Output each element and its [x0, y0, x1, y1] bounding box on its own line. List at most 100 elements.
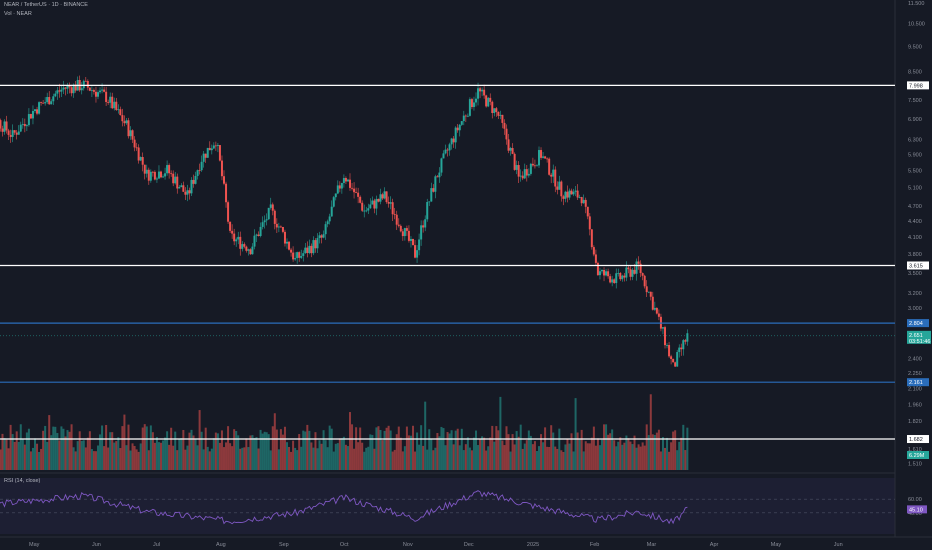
volume-bar: [554, 446, 557, 470]
volume-bar: [162, 440, 165, 470]
volume-bar: [434, 447, 437, 470]
price-tick-label: 4.400: [908, 219, 922, 225]
volume-bar: [251, 435, 254, 470]
volume-bar: [483, 437, 486, 470]
volume-bar: [623, 442, 626, 470]
volume-bar: [637, 444, 640, 470]
candle-body: [570, 190, 573, 195]
volume-bar: [594, 445, 597, 470]
candle-body: [483, 89, 486, 96]
level-price-text: 3.615: [909, 263, 923, 269]
candle-body: [243, 244, 246, 247]
candle-body: [649, 291, 652, 297]
volume-bar: [460, 428, 463, 470]
candle-body: [255, 234, 258, 236]
volume-bar: [416, 432, 419, 470]
candle-body: [611, 279, 614, 283]
volume-bar: [200, 431, 203, 470]
volume-legend[interactable]: Vol · NEAR: [4, 11, 32, 17]
volume-bar: [346, 446, 349, 470]
volume-bar: [19, 424, 22, 470]
candle-body: [475, 98, 477, 103]
volume-bar: [477, 445, 480, 470]
candle-body: [231, 230, 234, 234]
candle-body: [409, 238, 412, 241]
volume-bar: [533, 441, 536, 470]
candle-body: [566, 191, 569, 198]
time-axis-label: Feb: [590, 542, 599, 548]
rsi-scale-label: 40.00: [908, 511, 922, 517]
volume-bar: [168, 444, 171, 470]
volume-bar: [306, 424, 309, 470]
candle-body: [477, 88, 480, 99]
candle-body: [381, 194, 384, 199]
volume-bar: [385, 427, 388, 470]
candle-body: [503, 122, 506, 129]
volume-bar: [194, 439, 197, 470]
volume-bar: [170, 427, 173, 470]
volume-bar: [672, 431, 675, 470]
volume-bar: [21, 438, 24, 470]
candle-body: [505, 128, 508, 140]
volume-bar: [131, 443, 134, 470]
last-price-text: 2.651: [909, 333, 923, 339]
volume-bar: [472, 437, 475, 470]
candle-body: [288, 241, 291, 250]
volume-bar: [340, 438, 343, 470]
volume-bar: [263, 431, 266, 470]
volume-bar: [428, 429, 431, 470]
candle-body: [434, 176, 437, 192]
candle-body: [249, 249, 252, 255]
candle-body: [283, 231, 286, 244]
volume-bar: [363, 451, 366, 470]
volume-bar: [27, 428, 30, 470]
candle-body: [101, 89, 104, 91]
price-tick-label: 4.100: [908, 235, 922, 241]
volume-bar: [684, 450, 687, 470]
candle-body: [1, 128, 4, 132]
candle-body: [11, 130, 14, 137]
candle-body: [338, 185, 341, 189]
volume-bar: [525, 440, 528, 470]
volume-bar: [249, 435, 252, 470]
candle-body: [60, 89, 63, 92]
volume-bar: [298, 434, 301, 470]
rsi-legend[interactable]: RSI (14, close): [4, 478, 41, 484]
price-tick-label: 3.800: [908, 252, 922, 258]
candle-body: [418, 239, 421, 251]
volume-bar: [241, 447, 244, 470]
candle-body: [324, 224, 327, 235]
candle-body: [176, 176, 179, 189]
volume-bar: [609, 433, 612, 470]
candle-body: [511, 148, 514, 154]
candle-body: [678, 347, 681, 353]
candle-body: [546, 158, 549, 160]
volume-bar: [261, 433, 264, 470]
volume-bar: [592, 426, 595, 470]
volume-bar: [491, 425, 494, 470]
rsi-line[interactable]: [0, 490, 688, 525]
volume-bar: [125, 445, 128, 470]
candle-body: [468, 99, 471, 116]
candle-body: [440, 158, 443, 173]
volume-bar: [613, 440, 616, 470]
candle-body: [456, 127, 459, 131]
candle-body: [306, 247, 309, 254]
candle-body: [212, 145, 215, 149]
candle-body: [540, 150, 543, 158]
candle-body: [395, 214, 398, 225]
volume-bar: [389, 430, 392, 470]
candle-body: [489, 97, 492, 102]
candle-body: [391, 202, 394, 215]
candle-body: [141, 157, 144, 165]
candle-body: [379, 194, 382, 202]
symbol-legend[interactable]: NEAR / TetherUS · 1D · BINANCE: [4, 2, 88, 8]
volume-bar: [127, 424, 130, 470]
volume-bar: [639, 446, 642, 470]
candle-body: [375, 198, 378, 209]
candle-body: [346, 179, 349, 182]
candle-body: [460, 121, 463, 125]
candle-body: [509, 148, 512, 151]
